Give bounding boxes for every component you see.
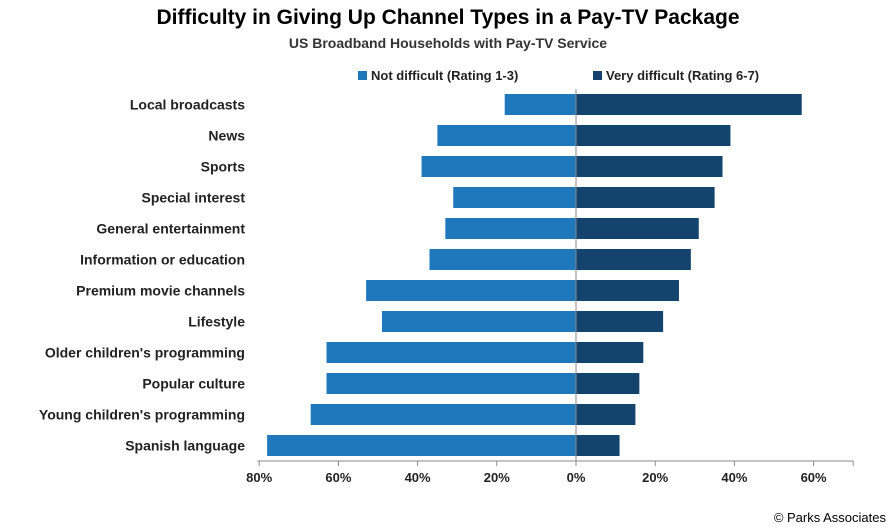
bar-not-difficult: [326, 342, 576, 363]
category-label: News: [208, 128, 245, 144]
category-label: Spanish language: [125, 438, 245, 454]
legend-swatch: [358, 71, 367, 80]
category-label: Special interest: [142, 190, 246, 206]
x-tick-label: 20%: [484, 470, 510, 485]
bar-very-difficult: [576, 342, 644, 363]
x-tick-label: 40%: [721, 470, 747, 485]
bar-very-difficult: [576, 249, 691, 270]
x-tick-label: 0%: [567, 470, 586, 485]
legend-item-not-difficult: Not difficult (Rating 1-3): [358, 68, 518, 83]
x-tick-label: 40%: [405, 470, 431, 485]
category-label: Popular culture: [142, 376, 245, 392]
bar-not-difficult: [429, 249, 576, 270]
bar-very-difficult: [576, 373, 640, 394]
bar-very-difficult: [576, 218, 699, 239]
category-label: Premium movie channels: [76, 283, 245, 299]
legend-swatch: [593, 71, 602, 80]
bar-not-difficult: [310, 404, 576, 425]
bar-not-difficult: [445, 218, 576, 239]
bar-not-difficult: [326, 373, 576, 394]
x-tick-label: 80%: [246, 470, 272, 485]
chart-title: Difficulty in Giving Up Channel Types in…: [156, 6, 740, 29]
category-label: Lifestyle: [188, 314, 245, 330]
bar-not-difficult: [453, 187, 576, 208]
legend-item-very-difficult: Very difficult (Rating 6-7): [593, 68, 759, 83]
x-tick-label: 60%: [801, 470, 827, 485]
bar-not-difficult: [267, 435, 576, 456]
category-label: Older children's programming: [45, 345, 245, 361]
bar-very-difficult: [576, 404, 636, 425]
category-label: Young children's programming: [39, 407, 245, 423]
bar-not-difficult: [381, 311, 576, 332]
legend-label: Very difficult (Rating 6-7): [606, 68, 760, 83]
bar-very-difficult: [576, 280, 679, 301]
x-tick-label: 20%: [642, 470, 668, 485]
bar-very-difficult: [576, 156, 723, 177]
category-label: Information or education: [80, 252, 245, 268]
category-label: General entertainment: [96, 221, 245, 237]
bar-very-difficult: [576, 311, 664, 332]
bar-not-difficult: [504, 94, 576, 115]
chart-subtitle: US Broadband Households with Pay-TV Serv…: [288, 35, 608, 51]
bar-not-difficult: [366, 280, 576, 301]
bar-very-difficult: [576, 94, 802, 115]
bar-not-difficult: [421, 156, 576, 177]
legend-label: Not difficult (Rating 1-3): [371, 68, 519, 83]
category-label: Local broadcasts: [130, 97, 245, 113]
x-tick-label: 60%: [325, 470, 351, 485]
bar-not-difficult: [437, 125, 576, 146]
category-label: Sports: [201, 159, 246, 175]
copyright: © Parks Associates: [773, 510, 886, 525]
bar-very-difficult: [576, 435, 620, 456]
bar-very-difficult: [576, 187, 715, 208]
bar-very-difficult: [576, 125, 731, 146]
